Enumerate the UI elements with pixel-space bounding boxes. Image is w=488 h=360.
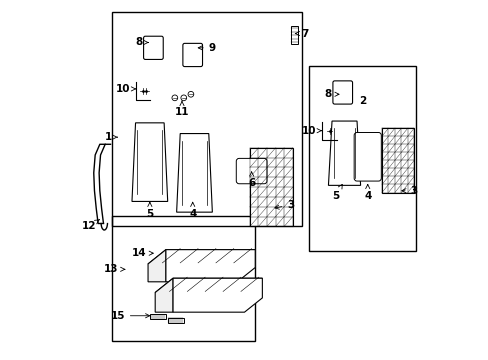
Text: 7: 7 bbox=[295, 28, 308, 39]
Text: 12: 12 bbox=[81, 220, 99, 231]
Circle shape bbox=[181, 95, 186, 101]
Circle shape bbox=[172, 95, 177, 101]
Polygon shape bbox=[155, 278, 262, 293]
Text: 4: 4 bbox=[363, 184, 371, 201]
Text: 3: 3 bbox=[274, 200, 294, 210]
Polygon shape bbox=[176, 134, 212, 212]
Text: 5: 5 bbox=[331, 184, 342, 201]
FancyBboxPatch shape bbox=[353, 132, 381, 181]
Polygon shape bbox=[165, 249, 255, 282]
Bar bbox=[308, 66, 415, 251]
Text: 1: 1 bbox=[104, 132, 117, 142]
FancyBboxPatch shape bbox=[332, 81, 352, 104]
Text: 15: 15 bbox=[110, 311, 149, 321]
Bar bbox=[112, 216, 255, 341]
Text: 2: 2 bbox=[358, 96, 365, 107]
Polygon shape bbox=[328, 121, 360, 185]
Text: 8: 8 bbox=[135, 37, 148, 48]
FancyBboxPatch shape bbox=[236, 158, 266, 184]
Text: 13: 13 bbox=[104, 264, 124, 274]
Text: 8: 8 bbox=[324, 89, 338, 99]
Polygon shape bbox=[149, 314, 165, 319]
Text: 3: 3 bbox=[401, 186, 417, 196]
Bar bbox=[381, 128, 413, 193]
Polygon shape bbox=[148, 249, 165, 282]
Bar bbox=[249, 148, 292, 226]
Polygon shape bbox=[290, 26, 298, 44]
Text: 4: 4 bbox=[189, 202, 196, 219]
Polygon shape bbox=[148, 249, 255, 264]
Text: 6: 6 bbox=[247, 172, 255, 188]
Polygon shape bbox=[173, 278, 262, 312]
Polygon shape bbox=[167, 318, 183, 323]
Text: 10: 10 bbox=[301, 126, 321, 136]
Text: 10: 10 bbox=[116, 84, 136, 94]
Bar bbox=[112, 12, 301, 226]
Text: 11: 11 bbox=[174, 101, 189, 117]
FancyBboxPatch shape bbox=[143, 36, 163, 59]
Text: 14: 14 bbox=[131, 248, 153, 258]
Polygon shape bbox=[132, 123, 167, 202]
FancyBboxPatch shape bbox=[183, 43, 202, 67]
Polygon shape bbox=[155, 278, 173, 312]
Text: 5: 5 bbox=[146, 202, 153, 219]
Circle shape bbox=[188, 91, 193, 97]
Text: 9: 9 bbox=[198, 43, 216, 53]
